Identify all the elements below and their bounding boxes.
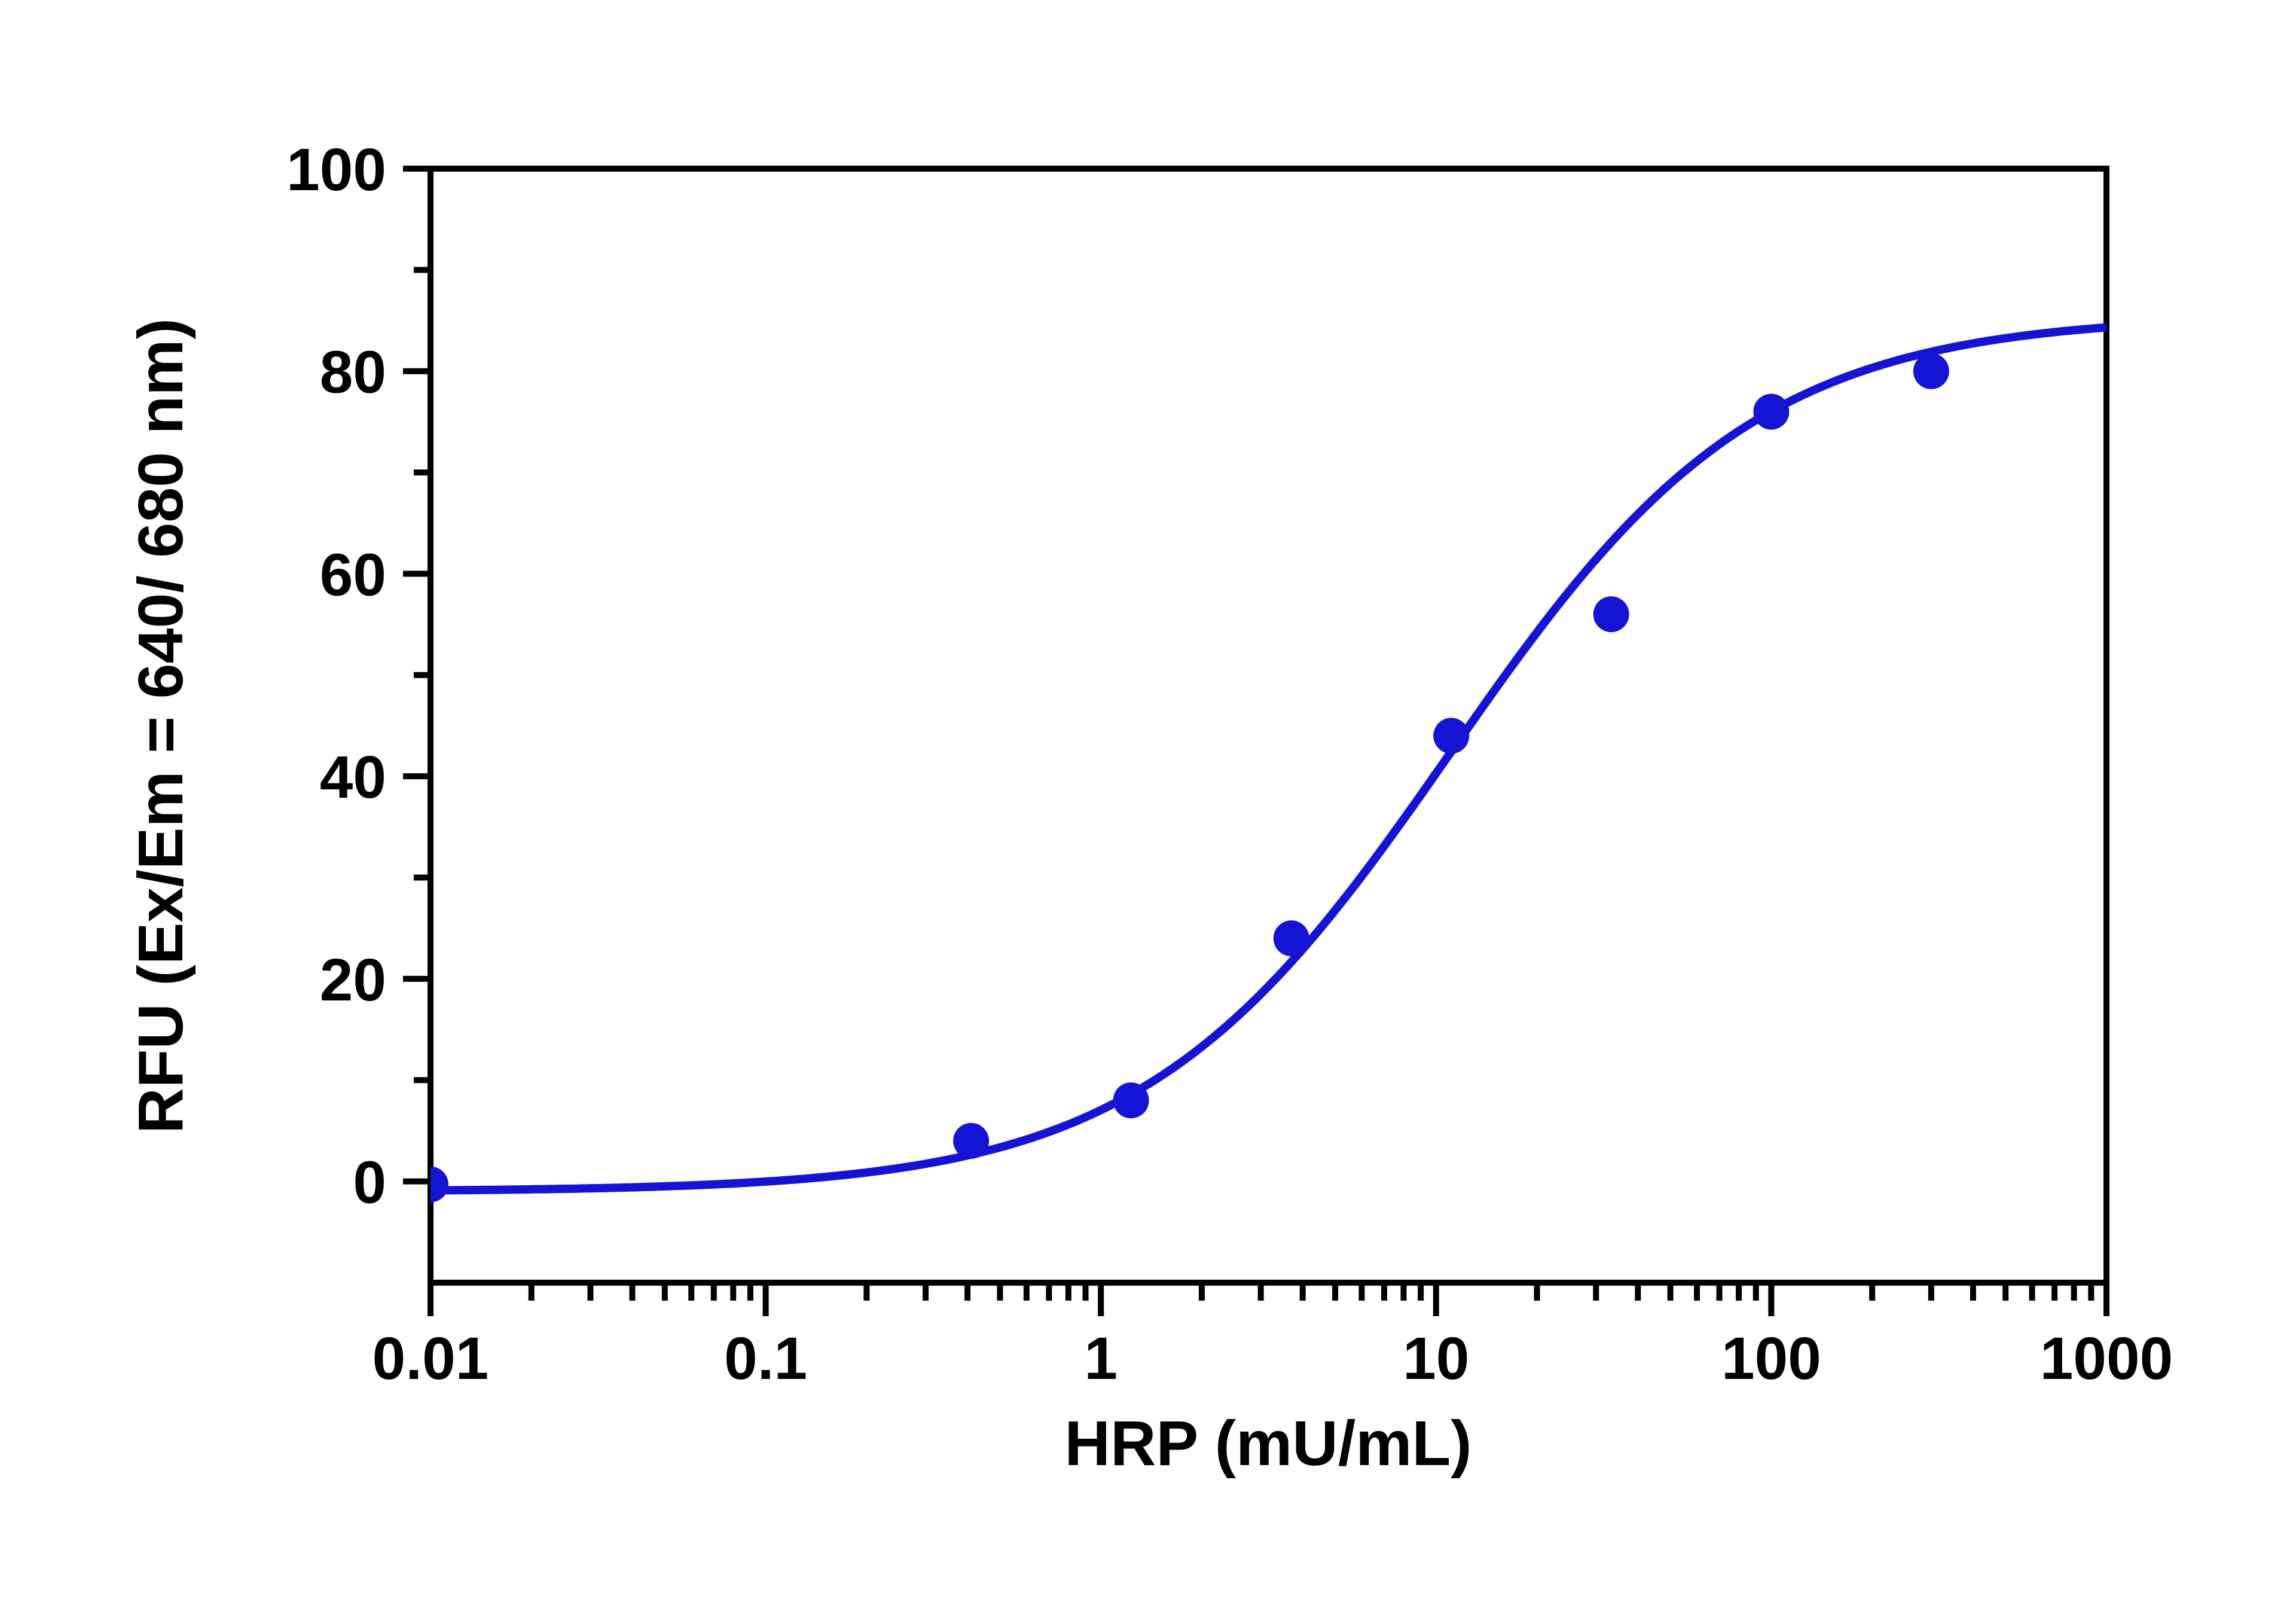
data-point [1913,353,1949,389]
data-point [430,1166,448,1203]
x-tick-label: 1000 [2040,1325,2173,1392]
plot-box-frame [428,166,2109,1286]
axis-tick-labels: 0 20 40 60 80 100 0.01 0.1 1 10 100 1000 [286,136,2173,1392]
data-point [953,1122,990,1159]
data-points [430,353,1949,1203]
fit-curve-line [430,323,2106,1195]
data-point [1433,718,1470,754]
y-axis-title: RFU (Ex/Em = 640/ 680 nm) [126,318,196,1134]
y-tick-label: 0 [353,1149,386,1216]
data-point [1273,920,1309,957]
y-tick-label: 20 [320,947,386,1014]
data-point [1753,393,1790,430]
y-tick-label: 80 [320,339,386,406]
y-tick-label: 40 [320,744,386,811]
data-point [1593,596,1629,633]
fit-curve [430,323,2106,1195]
x-tick-label: 0.1 [724,1325,807,1392]
x-axis-title: HRP (mU/mL) [1064,1408,1471,1479]
y-tick-label: 100 [286,136,386,203]
x-tick-label: 0.01 [373,1325,489,1392]
x-tick-label: 10 [1403,1325,1469,1392]
plot-box [428,166,2109,1286]
x-tick-label: 100 [1721,1325,1821,1392]
y-tick-label: 60 [320,541,386,608]
x-tick-label: 1 [1084,1325,1118,1392]
axis-ticks [403,166,2109,1316]
data-point [1113,1082,1149,1119]
